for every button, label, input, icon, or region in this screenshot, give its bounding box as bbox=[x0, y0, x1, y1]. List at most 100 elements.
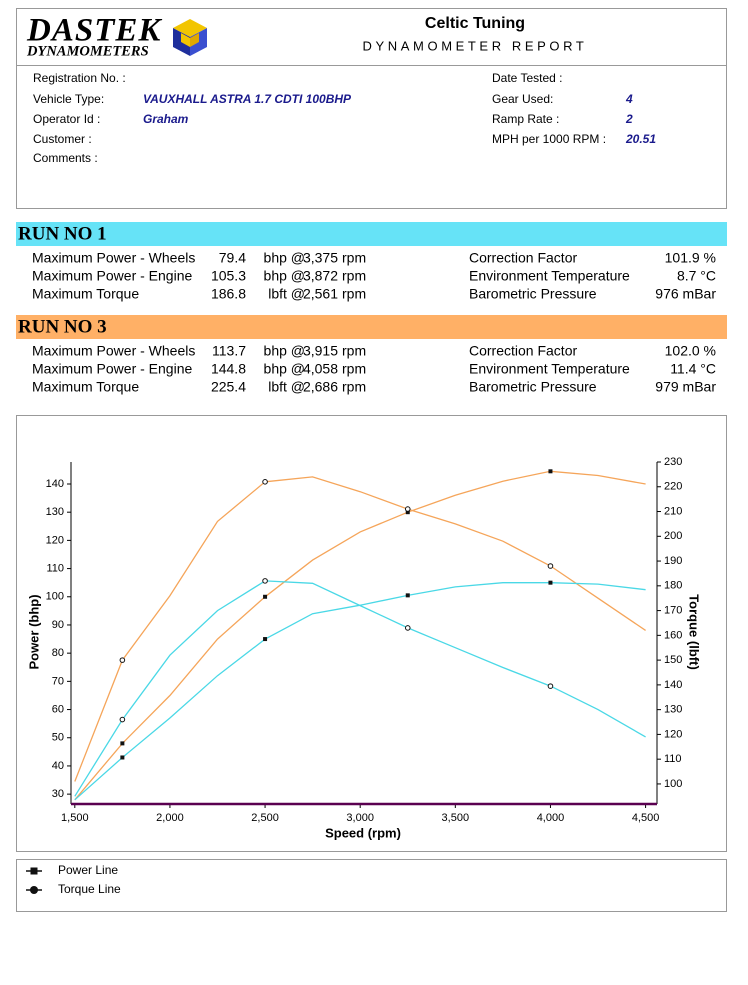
y-tick-label: 130 bbox=[46, 506, 64, 518]
row-rpm-unit: rpm bbox=[342, 286, 366, 302]
row-label: Maximum Torque bbox=[32, 286, 139, 302]
point-marker bbox=[120, 755, 125, 760]
env-label: Environment Temperature bbox=[469, 268, 630, 284]
y2-tick-label: 130 bbox=[664, 704, 682, 716]
field-value: VAUXHALL ASTRA 1.7 CDTI 100BHP bbox=[143, 92, 352, 106]
row-rpm-unit: rpm bbox=[342, 268, 366, 284]
y2-tick-label: 110 bbox=[664, 753, 682, 765]
row-unit: bhp @ bbox=[264, 268, 305, 284]
y2-tick-label: 100 bbox=[664, 778, 682, 790]
env-value: 101.9 % bbox=[665, 250, 716, 266]
field-value: 2 bbox=[625, 112, 633, 126]
field-label: Comments : bbox=[33, 151, 98, 165]
point-marker bbox=[547, 683, 554, 689]
run-title: RUN NO 3 bbox=[18, 316, 107, 337]
row-rpm: 4,058 bbox=[303, 361, 338, 377]
row-value: 186.8 bbox=[211, 286, 246, 302]
y-tick-label: 40 bbox=[52, 760, 64, 772]
env-value: 102.0 % bbox=[665, 343, 716, 359]
y2-tick-label: 180 bbox=[664, 580, 682, 592]
y-tick-label: 30 bbox=[52, 788, 64, 800]
row-label: Maximum Power - Wheels bbox=[32, 343, 195, 359]
row-unit: bhp @ bbox=[264, 361, 305, 377]
point-marker bbox=[548, 469, 553, 474]
env-label: Correction Factor bbox=[469, 343, 577, 359]
logo-subtext: DYNAMOMETERS bbox=[26, 43, 149, 59]
row-value: 79.4 bbox=[219, 250, 246, 266]
field-value: 4 bbox=[625, 92, 633, 106]
x-tick-label: 4,000 bbox=[537, 812, 565, 824]
y-tick-label: 110 bbox=[46, 562, 64, 574]
x-tick-label: 2,000 bbox=[156, 812, 184, 824]
field-label: Gear Used: bbox=[492, 92, 553, 106]
row-rpm: 3,915 bbox=[303, 343, 338, 359]
row-rpm: 2,561 bbox=[303, 286, 338, 302]
y2-tick-label: 160 bbox=[664, 629, 682, 641]
run-bar bbox=[16, 315, 727, 339]
row-label: Maximum Power - Engine bbox=[32, 268, 192, 284]
env-label: Correction Factor bbox=[469, 250, 577, 266]
row-label: Maximum Torque bbox=[32, 379, 139, 395]
y-tick-label: 140 bbox=[46, 478, 64, 490]
y2-tick-label: 170 bbox=[664, 604, 682, 616]
y-tick-label: 100 bbox=[46, 591, 64, 603]
x-tick-label: 4,500 bbox=[632, 812, 660, 824]
x-tick-label: 2,500 bbox=[251, 812, 279, 824]
point-marker bbox=[405, 510, 410, 515]
row-value: 144.8 bbox=[211, 361, 246, 377]
row-rpm-unit: rpm bbox=[342, 361, 366, 377]
point-marker bbox=[120, 741, 125, 746]
field-label: Operator Id : bbox=[33, 112, 100, 126]
y-axis-title: Power (bhp) bbox=[26, 594, 41, 669]
y2-tick-label: 150 bbox=[664, 654, 682, 666]
chart-box bbox=[16, 415, 727, 852]
env-value: 979 mBar bbox=[655, 379, 716, 395]
point-marker bbox=[263, 637, 268, 642]
point-marker bbox=[262, 578, 268, 584]
point-marker bbox=[119, 657, 126, 663]
y2-tick-label: 210 bbox=[664, 505, 682, 517]
y2-tick-label: 140 bbox=[664, 679, 682, 691]
series-line bbox=[74, 580, 646, 797]
series-line bbox=[74, 476, 646, 782]
legend-label: Power Line bbox=[58, 863, 118, 877]
run-title: RUN NO 1 bbox=[18, 223, 107, 244]
env-value: 8.7 °C bbox=[677, 268, 716, 284]
report-title: DYNAMOMETER REPORT bbox=[363, 38, 588, 53]
y-tick-label: 60 bbox=[52, 703, 64, 715]
field-label: Date Tested : bbox=[492, 71, 563, 85]
legend-marker bbox=[30, 886, 38, 894]
point-marker bbox=[119, 716, 126, 723]
point-marker bbox=[404, 625, 411, 631]
row-rpm: 3,375 bbox=[303, 250, 338, 266]
y2-tick-label: 220 bbox=[664, 481, 682, 493]
env-value: 11.4 °C bbox=[670, 361, 716, 377]
row-unit: lbft @ bbox=[268, 379, 305, 395]
x-tick-label: 1,500 bbox=[61, 812, 89, 824]
row-value: 105.3 bbox=[211, 268, 246, 284]
legend-marker bbox=[30, 867, 38, 875]
row-rpm-unit: rpm bbox=[342, 343, 366, 359]
company-name: Celtic Tuning bbox=[425, 15, 525, 32]
run-bar bbox=[16, 222, 727, 246]
field-label: Customer : bbox=[33, 132, 92, 146]
y2-axis-title: Torque (lbft) bbox=[687, 594, 702, 670]
env-label: Barometric Pressure bbox=[469, 286, 597, 302]
point-marker bbox=[547, 563, 554, 569]
field-label: Vehicle Type: bbox=[33, 92, 104, 106]
point-marker bbox=[404, 506, 411, 512]
row-label: Maximum Power - Engine bbox=[32, 361, 192, 377]
y2-tick-label: 230 bbox=[664, 456, 682, 468]
y2-tick-label: 190 bbox=[664, 555, 682, 567]
logo-text: DASTEK bbox=[26, 13, 162, 49]
logo-cube bbox=[173, 19, 207, 56]
row-label: Maximum Power - Wheels bbox=[32, 250, 195, 266]
series-line bbox=[74, 470, 646, 801]
y2-tick-label: 120 bbox=[664, 728, 682, 740]
y-tick-label: 120 bbox=[46, 534, 64, 546]
point-marker bbox=[405, 593, 410, 598]
x-tick-label: 3,000 bbox=[346, 812, 374, 824]
row-value: 225.4 bbox=[211, 379, 246, 395]
row-unit: lbft @ bbox=[268, 286, 305, 302]
row-rpm: 2,686 bbox=[303, 379, 338, 395]
